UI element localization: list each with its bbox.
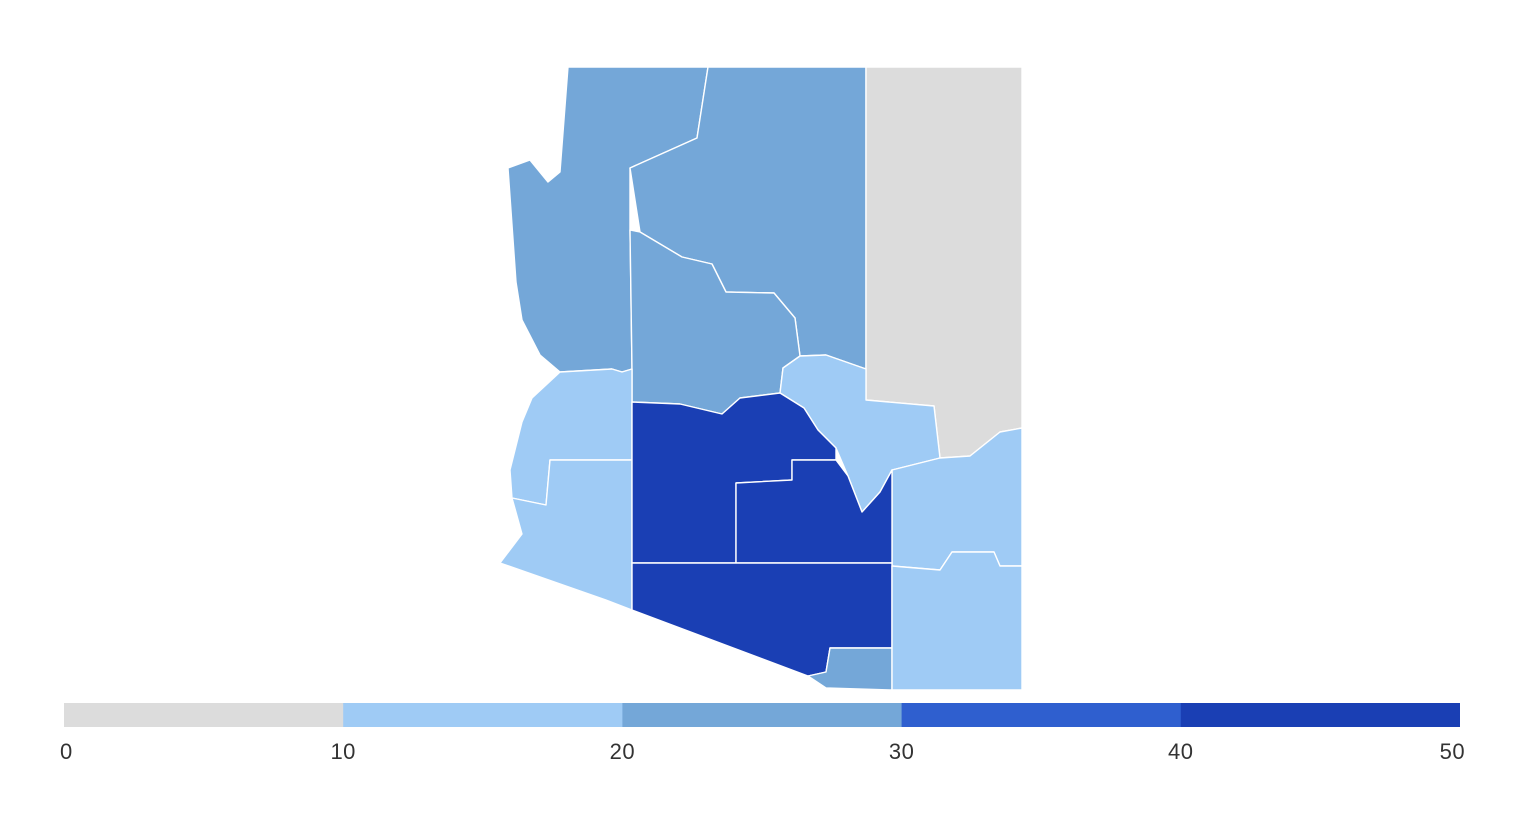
- choropleth-map: [499, 66, 1023, 691]
- legend-bar: [64, 703, 1460, 727]
- region-apache-navajo[interactable]: [865, 66, 1023, 459]
- legend-bin-20-30: [622, 703, 903, 727]
- legend-bin-0-10: [64, 703, 344, 727]
- region-cochise[interactable]: [891, 551, 1023, 691]
- legend-tick-label: 30: [888, 739, 915, 764]
- legend-tick-label: 20: [609, 739, 636, 764]
- legend-bin-30-40: [901, 703, 1182, 727]
- legend-tick-label: 0: [60, 739, 73, 764]
- legend-tick-label: 50: [1439, 739, 1466, 764]
- legend-tick-label: 10: [330, 739, 356, 764]
- legend-bin-10-20: [343, 703, 623, 727]
- legend-tick-label: 40: [1168, 739, 1194, 764]
- legend-bin-40-50: [1180, 703, 1460, 727]
- legend-end-cap: [1448, 703, 1460, 727]
